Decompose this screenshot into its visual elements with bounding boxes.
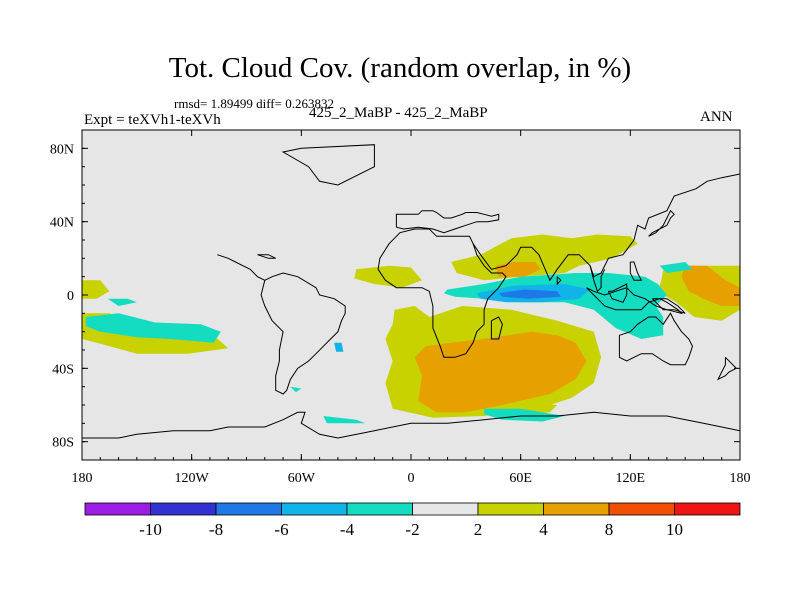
coastline-antarctica [82, 411, 740, 439]
anomaly-fills [82, 234, 740, 424]
colorbar-level-label: 4 [539, 520, 548, 539]
lat-tick-label: 40S [52, 362, 74, 377]
coastline-caribbean-cuba [257, 254, 276, 259]
coastline-greenland-arctic [281, 144, 375, 186]
rmsd-diff-stats: rmsd= 1.89499 diff= 0.263832 [174, 96, 334, 111]
coastline-indochina-malaysia [589, 265, 606, 293]
lon-tick-label: 180 [72, 471, 93, 486]
colorbar-level-label: -6 [274, 520, 288, 539]
lon-tick-label: 120E [616, 471, 646, 486]
colorbar-level-label: 10 [666, 520, 683, 539]
anomaly-region-14 [484, 408, 565, 422]
colorbar-swatch [477, 502, 544, 516]
colorbar-level-label: 8 [605, 520, 614, 539]
colorbar-level-label: 2 [474, 520, 483, 539]
anomaly-region-17 [290, 386, 302, 393]
colorbar-swatch [346, 502, 413, 516]
colorbar-swatch [608, 502, 675, 516]
coastline-philippines [629, 261, 643, 281]
colorbar-swatch [412, 502, 479, 516]
coastline-indonesia [586, 287, 684, 315]
coastline-africa [377, 228, 507, 358]
coastline-central-america [217, 254, 266, 281]
season-label: ANN [700, 109, 733, 125]
coastline-madagascar [490, 316, 503, 340]
axis-ticks: 180 120W 60W 0 60E 120E 180 80N 40N 0 40S 80S [50, 129, 751, 486]
experiment-label: Expt = teXVh1-teXVh [84, 112, 221, 128]
anomaly-region-10 [681, 265, 740, 306]
anomaly-region-15 [323, 416, 366, 424]
colorbar-level-label: -4 [340, 520, 355, 539]
anomaly-region-20 [334, 342, 344, 352]
lon-tick-label: 120W [175, 471, 210, 486]
coastline-japan [648, 209, 675, 237]
coastline-australia [618, 312, 694, 366]
colorbar-level-label: -8 [209, 520, 223, 539]
colorbar-level-label: -2 [405, 520, 419, 539]
anomaly-region-2 [354, 265, 422, 288]
colorbar-swatch [674, 502, 741, 516]
lon-tick-label: 0 [408, 471, 415, 486]
anomaly-region-8 [414, 331, 587, 413]
colorbar-swatch [281, 502, 348, 516]
case-label: 425_2_MaBP - 425_2_MaBP [309, 105, 488, 121]
colorbar-swatch [150, 502, 217, 516]
lon-tick-label: 60E [509, 471, 532, 486]
anomaly-region-19 [498, 289, 561, 299]
coastline-new-guinea [651, 298, 686, 314]
coastline-sri-lanka [556, 276, 562, 286]
colorbar-level-label: -10 [139, 520, 162, 539]
plot-title: Tot. Cloud Cov. (random overlap, in %) [168, 52, 632, 84]
coastline-arabia-india-asia [472, 173, 740, 282]
colorbar: -10 -8 -6 -4 -2 2 4 8 10 [84, 502, 741, 539]
colorbar-swatch [543, 502, 610, 516]
coastlines [82, 144, 740, 439]
coastline-south-america [260, 272, 346, 395]
lon-tick-label: 180 [730, 471, 751, 486]
colorbar-swatch [84, 502, 151, 516]
colorbar-swatch [215, 502, 282, 516]
anomaly-region-0 [82, 280, 110, 299]
coastline-north-africa-europe [395, 210, 500, 234]
anomaly-region-16 [659, 262, 693, 273]
lat-tick-label: 0 [67, 289, 74, 304]
coastline-borneo [607, 283, 628, 303]
lon-tick-label: 60W [288, 471, 316, 486]
coastline-new-zealand [717, 356, 738, 381]
lat-tick-label: 80N [50, 142, 74, 157]
anomaly-region-11 [107, 298, 137, 306]
lat-tick-label: 80S [52, 436, 74, 451]
anomaly-region-12 [85, 313, 221, 343]
lat-tick-label: 40N [50, 216, 74, 231]
